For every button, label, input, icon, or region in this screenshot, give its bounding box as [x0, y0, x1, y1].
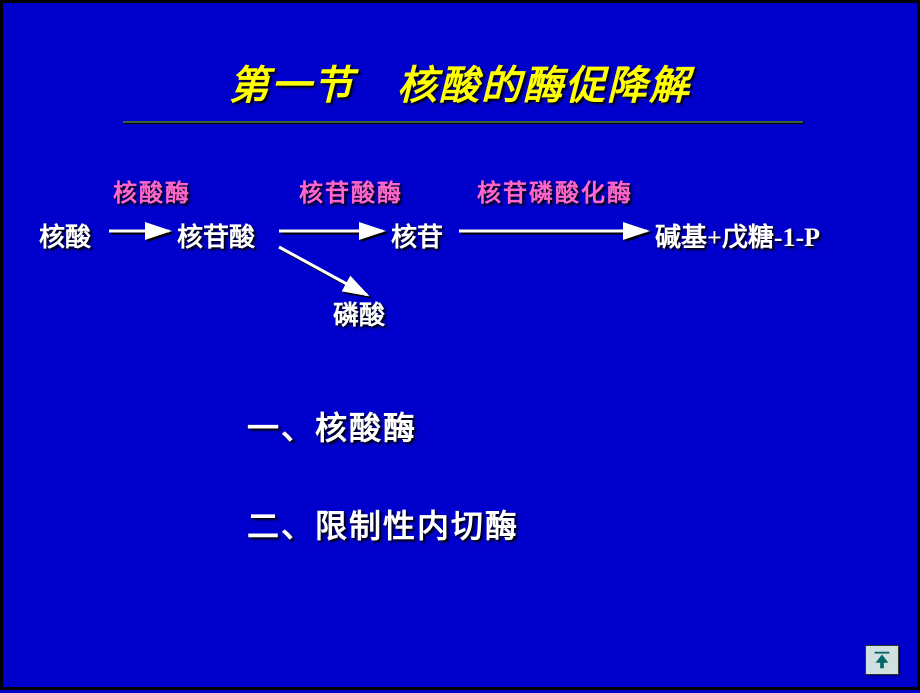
node-base-pentose-cn: 碱基+戊糖: [655, 223, 774, 252]
arrow-4-diagonal: [279, 247, 367, 295]
node-base-pentose-suffix: -1-P: [774, 223, 820, 252]
section-2: 二、限制性内切酶: [247, 501, 519, 547]
node-base-pentose: 碱基+戊糖-1-P: [655, 217, 820, 254]
node-nucleotide: 核苷酸: [177, 217, 255, 254]
section-1: 一、核酸酶: [247, 403, 417, 449]
enzyme-label-3: 核苷磷酸化酶: [477, 173, 633, 208]
node-phosphate: 磷酸: [333, 295, 385, 332]
node-nucleic-acid: 核酸: [39, 217, 91, 254]
return-button[interactable]: [865, 645, 899, 675]
return-arrow-icon: [871, 649, 893, 671]
title-underline: [123, 121, 803, 123]
page-title: 第一节 核酸的酶促降解: [229, 63, 691, 108]
node-nucleoside: 核苷: [391, 217, 443, 254]
title-container: 第一节 核酸的酶促降解: [3, 53, 917, 111]
enzyme-label-2: 核苷酸酶: [299, 173, 403, 208]
enzyme-label-1: 核酸酶: [113, 173, 191, 208]
